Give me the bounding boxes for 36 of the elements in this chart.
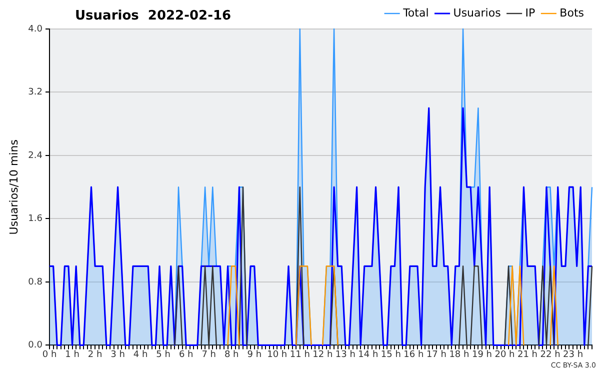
x-tick-label: 21 h bbox=[517, 350, 538, 360]
y-tick-label: 4.0 bbox=[28, 24, 43, 34]
legend-label: Bots bbox=[560, 6, 584, 20]
x-tick-label: 18 h bbox=[449, 350, 470, 360]
x-tick-label: 4 h bbox=[133, 350, 148, 360]
x-tick-label: 2 h bbox=[88, 350, 102, 360]
x-tick-label: 5 h bbox=[156, 350, 170, 360]
chart-title: Usuarios 2022-02-16 bbox=[75, 8, 232, 24]
x-tick-label: 10 h bbox=[267, 350, 288, 360]
x-tick-label: 7 h bbox=[202, 350, 216, 360]
x-tick-label: 1 h bbox=[65, 350, 80, 360]
y-tick-label: 2.4 bbox=[28, 150, 43, 161]
x-tick-label: 15 h bbox=[380, 350, 401, 360]
x-tick-label: 13 h bbox=[335, 350, 356, 360]
legend-label: Usuarios bbox=[453, 6, 502, 20]
legend-label: Total bbox=[402, 6, 429, 20]
x-tick-label: 11 h bbox=[290, 350, 310, 360]
x-tick-label: 16 h bbox=[404, 350, 424, 360]
y-tick-label: 0.0 bbox=[28, 340, 43, 351]
x-tick-label: 22 h bbox=[540, 350, 560, 360]
x-tick-label: 20 h bbox=[494, 350, 515, 360]
y-tick-label: 3.2 bbox=[28, 88, 43, 98]
x-tick-label: 17 h bbox=[426, 350, 446, 360]
y-tick-label: 1.6 bbox=[28, 214, 43, 224]
x-tick-label: 6 h bbox=[178, 350, 194, 360]
x-tick-label: 9 h bbox=[247, 350, 262, 360]
legend-label: IP bbox=[525, 6, 536, 20]
x-tick-label: 19 h bbox=[472, 350, 492, 360]
x-tick-label: 8 h bbox=[224, 350, 239, 360]
x-tick-label: 23 h bbox=[563, 350, 584, 360]
x-tick-label: 14 h bbox=[358, 350, 378, 360]
x-tick-label: 0 h bbox=[42, 350, 57, 360]
y-axis-title: Usuarios/10 mins bbox=[7, 139, 20, 235]
y-tick-label: 0.8 bbox=[28, 277, 43, 288]
x-tick-label: 3 h bbox=[110, 350, 125, 360]
x-tick-label: 12 h bbox=[312, 350, 333, 360]
